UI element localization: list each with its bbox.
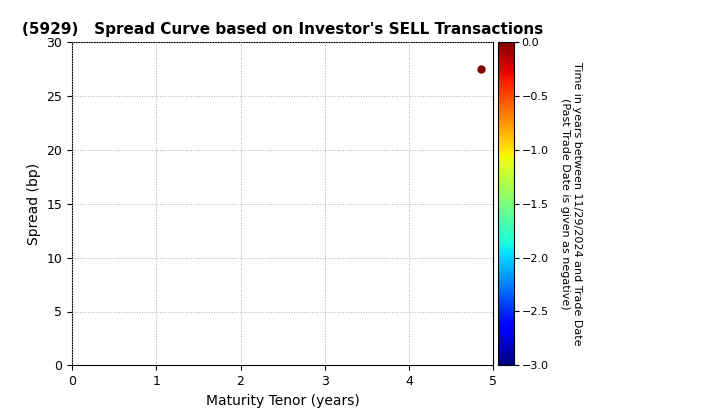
X-axis label: Maturity Tenor (years): Maturity Tenor (years) [206,394,359,408]
Y-axis label: Time in years between 11/29/2024 and Trade Date
(Past Trade Date is given as neg: Time in years between 11/29/2024 and Tra… [560,62,582,345]
Y-axis label: Spread (bp): Spread (bp) [27,163,41,245]
Point [475,66,487,72]
Title: (5929)   Spread Curve based on Investor's SELL Transactions: (5929) Spread Curve based on Investor's … [22,22,544,37]
